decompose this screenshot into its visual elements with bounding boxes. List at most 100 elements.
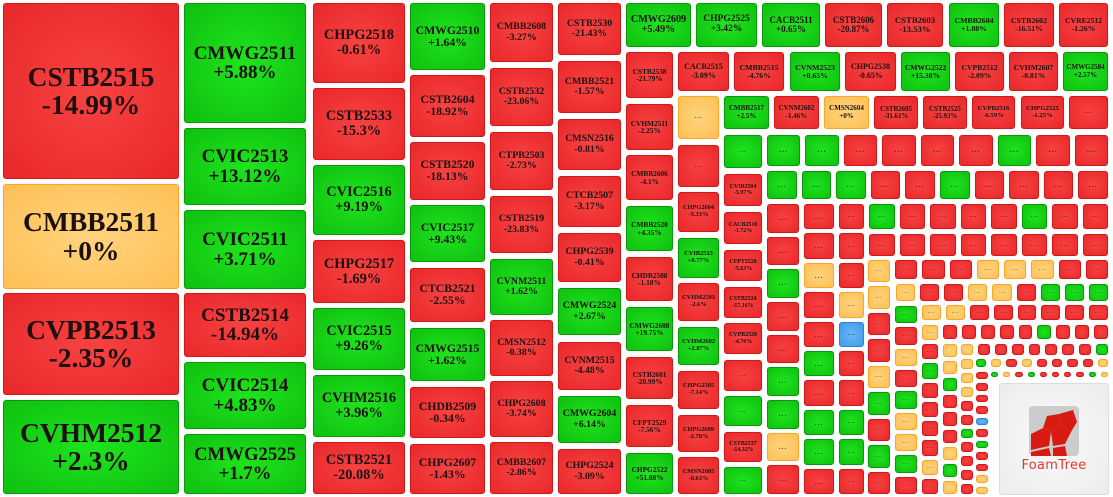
collapsed-tile[interactable]: ... bbox=[1078, 171, 1108, 199]
collapsed-tile[interactable] bbox=[961, 484, 973, 494]
collapsed-tile[interactable]: ... bbox=[1036, 135, 1070, 166]
collapsed-tile[interactable]: ... bbox=[839, 469, 864, 494]
collapsed-tile[interactable] bbox=[1083, 359, 1093, 367]
collapsed-tile[interactable] bbox=[1000, 325, 1014, 339]
collapsed-tile[interactable]: ... bbox=[868, 339, 890, 362]
collapsed-tile[interactable]: ... bbox=[975, 171, 1004, 199]
collapsed-tile[interactable]: ... bbox=[1017, 284, 1036, 301]
treemap-tile[interactable]: CMBB2520 +4.35% bbox=[626, 206, 673, 251]
collapsed-tile[interactable] bbox=[943, 378, 957, 391]
collapsed-tile[interactable] bbox=[1056, 325, 1070, 339]
collapsed-tile[interactable]: ... bbox=[804, 380, 834, 406]
collapsed-tile[interactable] bbox=[1015, 372, 1023, 377]
treemap-tile[interactable]: CACB2511 +0.65% bbox=[762, 3, 820, 47]
collapsed-tile[interactable]: ... bbox=[992, 284, 1012, 301]
collapsed-tile[interactable]: ... bbox=[839, 204, 864, 229]
collapsed-tile[interactable] bbox=[976, 372, 988, 379]
collapsed-tile[interactable]: ... bbox=[895, 349, 917, 366]
collapsed-tile[interactable] bbox=[1029, 344, 1040, 355]
treemap-tile[interactable]: CHPG2522 +51.08% bbox=[626, 453, 673, 494]
treemap-tile[interactable]: CVHM2607 -0.81% bbox=[1009, 52, 1058, 91]
treemap-tile[interactable]: CTCB2507 -3.17% bbox=[558, 176, 621, 227]
collapsed-tile[interactable]: ... bbox=[895, 413, 917, 430]
treemap-tile[interactable]: CVHM2503 -2.6% bbox=[678, 283, 719, 321]
collapsed-tile[interactable] bbox=[976, 406, 988, 414]
treemap-tile[interactable]: CSTB2519 -23.83% bbox=[490, 196, 553, 253]
collapsed-tile[interactable]: ... bbox=[767, 269, 799, 298]
treemap-tile[interactable]: ... bbox=[724, 360, 762, 391]
collapsed-tile[interactable]: ... bbox=[868, 472, 890, 494]
collapsed-tile[interactable]: ... bbox=[804, 204, 834, 229]
treemap-tile[interactable]: CMBB2521 -1.57% bbox=[558, 61, 621, 113]
collapsed-tile[interactable] bbox=[961, 373, 973, 383]
treemap-tile[interactable]: CMBB2517 +2.5% bbox=[724, 96, 769, 129]
collapsed-tile[interactable] bbox=[943, 361, 957, 374]
collapsed-tile[interactable] bbox=[1052, 359, 1062, 367]
collapsed-tile[interactable]: ... bbox=[804, 439, 834, 465]
treemap-tile[interactable]: ... bbox=[724, 467, 762, 494]
collapsed-tile[interactable] bbox=[1064, 372, 1071, 377]
treemap-tile[interactable]: CACB2515 -3.09% bbox=[678, 52, 729, 91]
treemap-tile[interactable]: CSTB2532 -23.06% bbox=[490, 68, 553, 126]
collapsed-tile[interactable]: ... bbox=[844, 135, 877, 166]
collapsed-tile[interactable]: ... bbox=[895, 370, 917, 387]
collapsed-tile[interactable]: ... bbox=[905, 171, 935, 199]
collapsed-tile[interactable] bbox=[962, 325, 976, 339]
treemap-tile[interactable]: CVIB2513 +0.77% bbox=[678, 238, 719, 278]
collapsed-tile[interactable] bbox=[976, 429, 988, 437]
collapsed-tile[interactable]: ... bbox=[1065, 284, 1084, 301]
treemap-tile[interactable]: CVIC2515 +9.26% bbox=[313, 308, 405, 370]
collapsed-tile[interactable] bbox=[976, 395, 988, 402]
treemap-tile[interactable]: CVRE2512 -1.26% bbox=[1059, 3, 1108, 47]
treemap-tile[interactable]: CSTB2537 -14.32% bbox=[724, 432, 762, 462]
collapsed-tile[interactable]: ... bbox=[900, 234, 925, 256]
collapsed-tile[interactable]: ... bbox=[1018, 305, 1036, 320]
collapsed-tile[interactable]: ... bbox=[804, 322, 834, 347]
treemap-tile[interactable]: CVPB2512 -2.09% bbox=[955, 52, 1004, 91]
treemap-tile[interactable]: CSTB2515 -14.99% bbox=[3, 3, 179, 179]
collapsed-tile[interactable] bbox=[976, 475, 988, 483]
collapsed-tile[interactable] bbox=[961, 429, 973, 438]
collapsed-tile[interactable] bbox=[991, 372, 998, 377]
collapsed-tile[interactable]: ... bbox=[895, 477, 917, 494]
collapsed-tile[interactable] bbox=[943, 430, 957, 443]
treemap-tile[interactable]: CMWG2524 +2.67% bbox=[558, 288, 621, 335]
collapsed-tile[interactable] bbox=[961, 359, 973, 369]
treemap-tile[interactable]: CMBB2608 -3.27% bbox=[490, 3, 553, 62]
treemap-tile[interactable]: CHPG2604 -5.33% bbox=[678, 192, 719, 232]
collapsed-tile[interactable]: ... bbox=[977, 260, 999, 279]
collapsed-tile[interactable]: ... bbox=[767, 237, 799, 265]
collapsed-tile[interactable]: ... bbox=[839, 439, 864, 465]
treemap-tile[interactable]: CHPG2517 -1.69% bbox=[313, 240, 405, 303]
collapsed-tile[interactable]: ... bbox=[895, 455, 917, 473]
collapsed-tile[interactable] bbox=[943, 412, 957, 426]
collapsed-tile[interactable]: ... bbox=[922, 402, 938, 417]
collapsed-tile[interactable]: ... bbox=[991, 234, 1017, 256]
collapsed-tile[interactable] bbox=[1012, 344, 1024, 355]
collapsed-tile[interactable]: ... bbox=[804, 292, 834, 318]
treemap-tile[interactable]: CHPG2525 -1.25% bbox=[1021, 96, 1064, 129]
collapsed-tile[interactable]: ... bbox=[804, 410, 834, 435]
collapsed-tile[interactable]: ... bbox=[930, 204, 956, 229]
collapsed-tile[interactable]: ... bbox=[767, 465, 799, 494]
collapsed-tile[interactable]: ... bbox=[961, 204, 986, 229]
collapsed-tile[interactable] bbox=[991, 359, 1001, 367]
collapsed-tile[interactable]: ... bbox=[895, 306, 917, 323]
collapsed-tile[interactable]: ... bbox=[944, 284, 963, 301]
collapsed-tile[interactable] bbox=[1075, 325, 1089, 339]
collapsed-tile[interactable] bbox=[995, 344, 1007, 355]
collapsed-tile[interactable] bbox=[976, 464, 988, 471]
collapsed-tile[interactable]: ... bbox=[1041, 284, 1060, 301]
collapsed-tile[interactable] bbox=[961, 415, 973, 425]
collapsed-tile[interactable]: ... bbox=[959, 135, 993, 166]
collapsed-tile[interactable]: ... bbox=[805, 135, 839, 166]
collapsed-tile[interactable] bbox=[981, 325, 995, 339]
treemap-tile[interactable]: CSTB2533 -15.3% bbox=[313, 88, 405, 160]
treemap-tile[interactable]: CSTB2524 -17.16% bbox=[724, 287, 762, 318]
treemap-tile[interactable]: CVIC2513 +13.12% bbox=[184, 128, 306, 205]
treemap-tile[interactable]: CMBB2606 -4.1% bbox=[626, 155, 673, 200]
treemap-tile[interactable]: ... bbox=[724, 396, 762, 426]
treemap-tile[interactable]: CVHM2602 +2.87% bbox=[678, 327, 719, 365]
collapsed-tile[interactable] bbox=[1094, 325, 1108, 339]
collapsed-tile[interactable]: ... bbox=[836, 171, 866, 199]
